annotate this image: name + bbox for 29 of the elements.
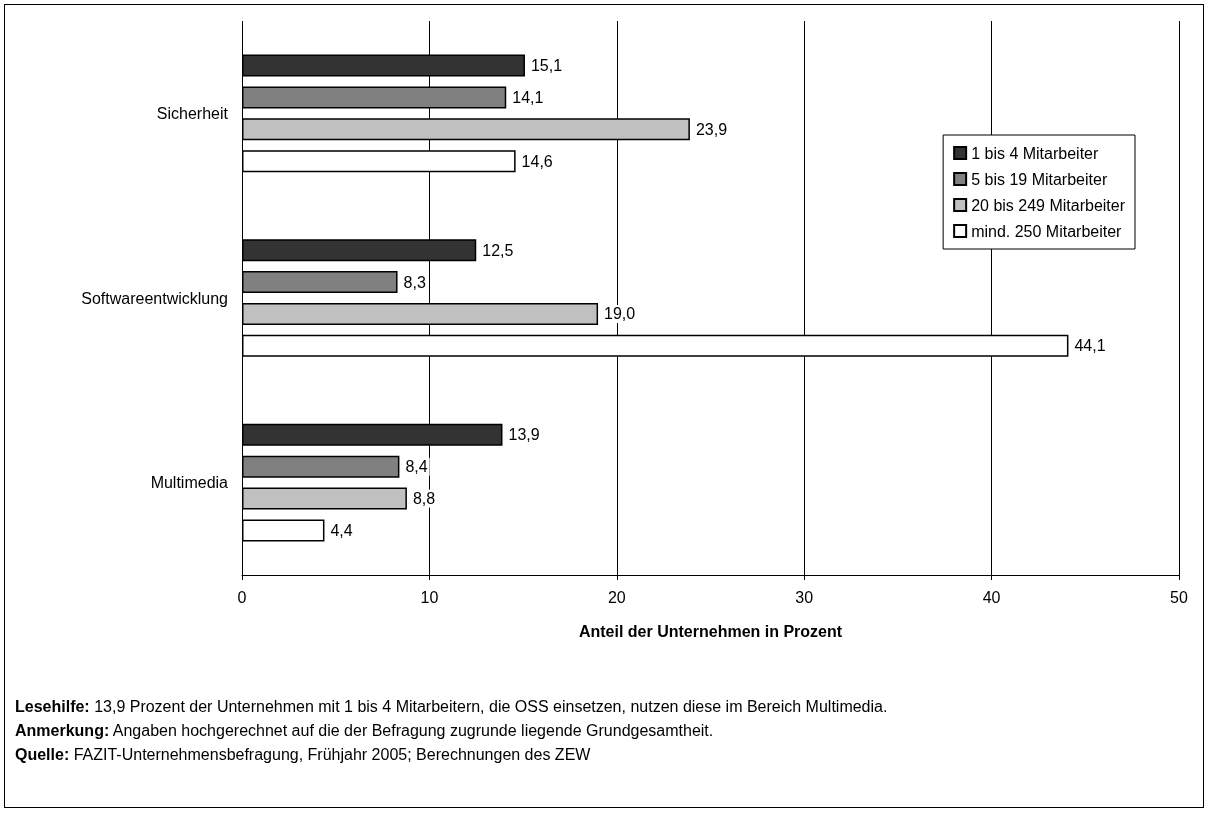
data-label: 12,5 [482, 241, 514, 259]
text: Lesehilfe: 13,9 Prozent der Unternehmen mit 1 bis 4 Mitarbeitern, die OSS einsetzen, nutzen diese im Bereich Multimedia. [15, 697, 888, 717]
source-note: Quelle: FAZIT-Unternehmensbefragung, Frühjahr 2005; Berechnungen des ZEW [15, 745, 592, 765]
data-label: 23,9 [695, 120, 728, 138]
legend-label: 5 bis 19 Mitarbeiter [971, 170, 1108, 188]
data-label: 19,0 [604, 305, 636, 323]
x-axis-title: Anteil der Unternehmen in Prozent [578, 622, 843, 640]
data-label: 15,1 [530, 56, 563, 74]
x-tick-label: 40 [982, 588, 1001, 606]
legend-label: 1 bis 4 Mitarbeiter [971, 144, 1099, 162]
data-label: 8,4 [405, 458, 428, 476]
x-tick-label: 30 [795, 588, 814, 606]
legend-label: mind. 250 Mitarbeiter [971, 222, 1123, 240]
x-tick-label: 10 [420, 588, 439, 606]
legend-label: 20 bis 249 Mitarbeiter [971, 196, 1126, 214]
y-tick-label: Softwareentwicklung [81, 289, 228, 307]
data-label: 14,1 [512, 88, 544, 106]
data-label: 14,6 [521, 152, 553, 170]
text: Anmerkung: Angaben hochgerechnet auf die der Befragung zugrunde liegende Grundgesamtheit. [15, 721, 715, 741]
data-label: 8,3 [403, 273, 426, 291]
data-label: 4,4 [330, 522, 353, 540]
x-tick-label: 20 [607, 588, 626, 606]
data-label: 8,8 [412, 490, 436, 508]
y-tick-label: Multimedia [150, 474, 229, 492]
x-tick-label: 0 [237, 588, 247, 606]
x-tick-label: 50 [1170, 588, 1188, 606]
data-label: 13,9 [508, 426, 540, 444]
y-tick-label: Sicherheit [156, 104, 229, 122]
data-label: 44,1 [1074, 337, 1106, 355]
